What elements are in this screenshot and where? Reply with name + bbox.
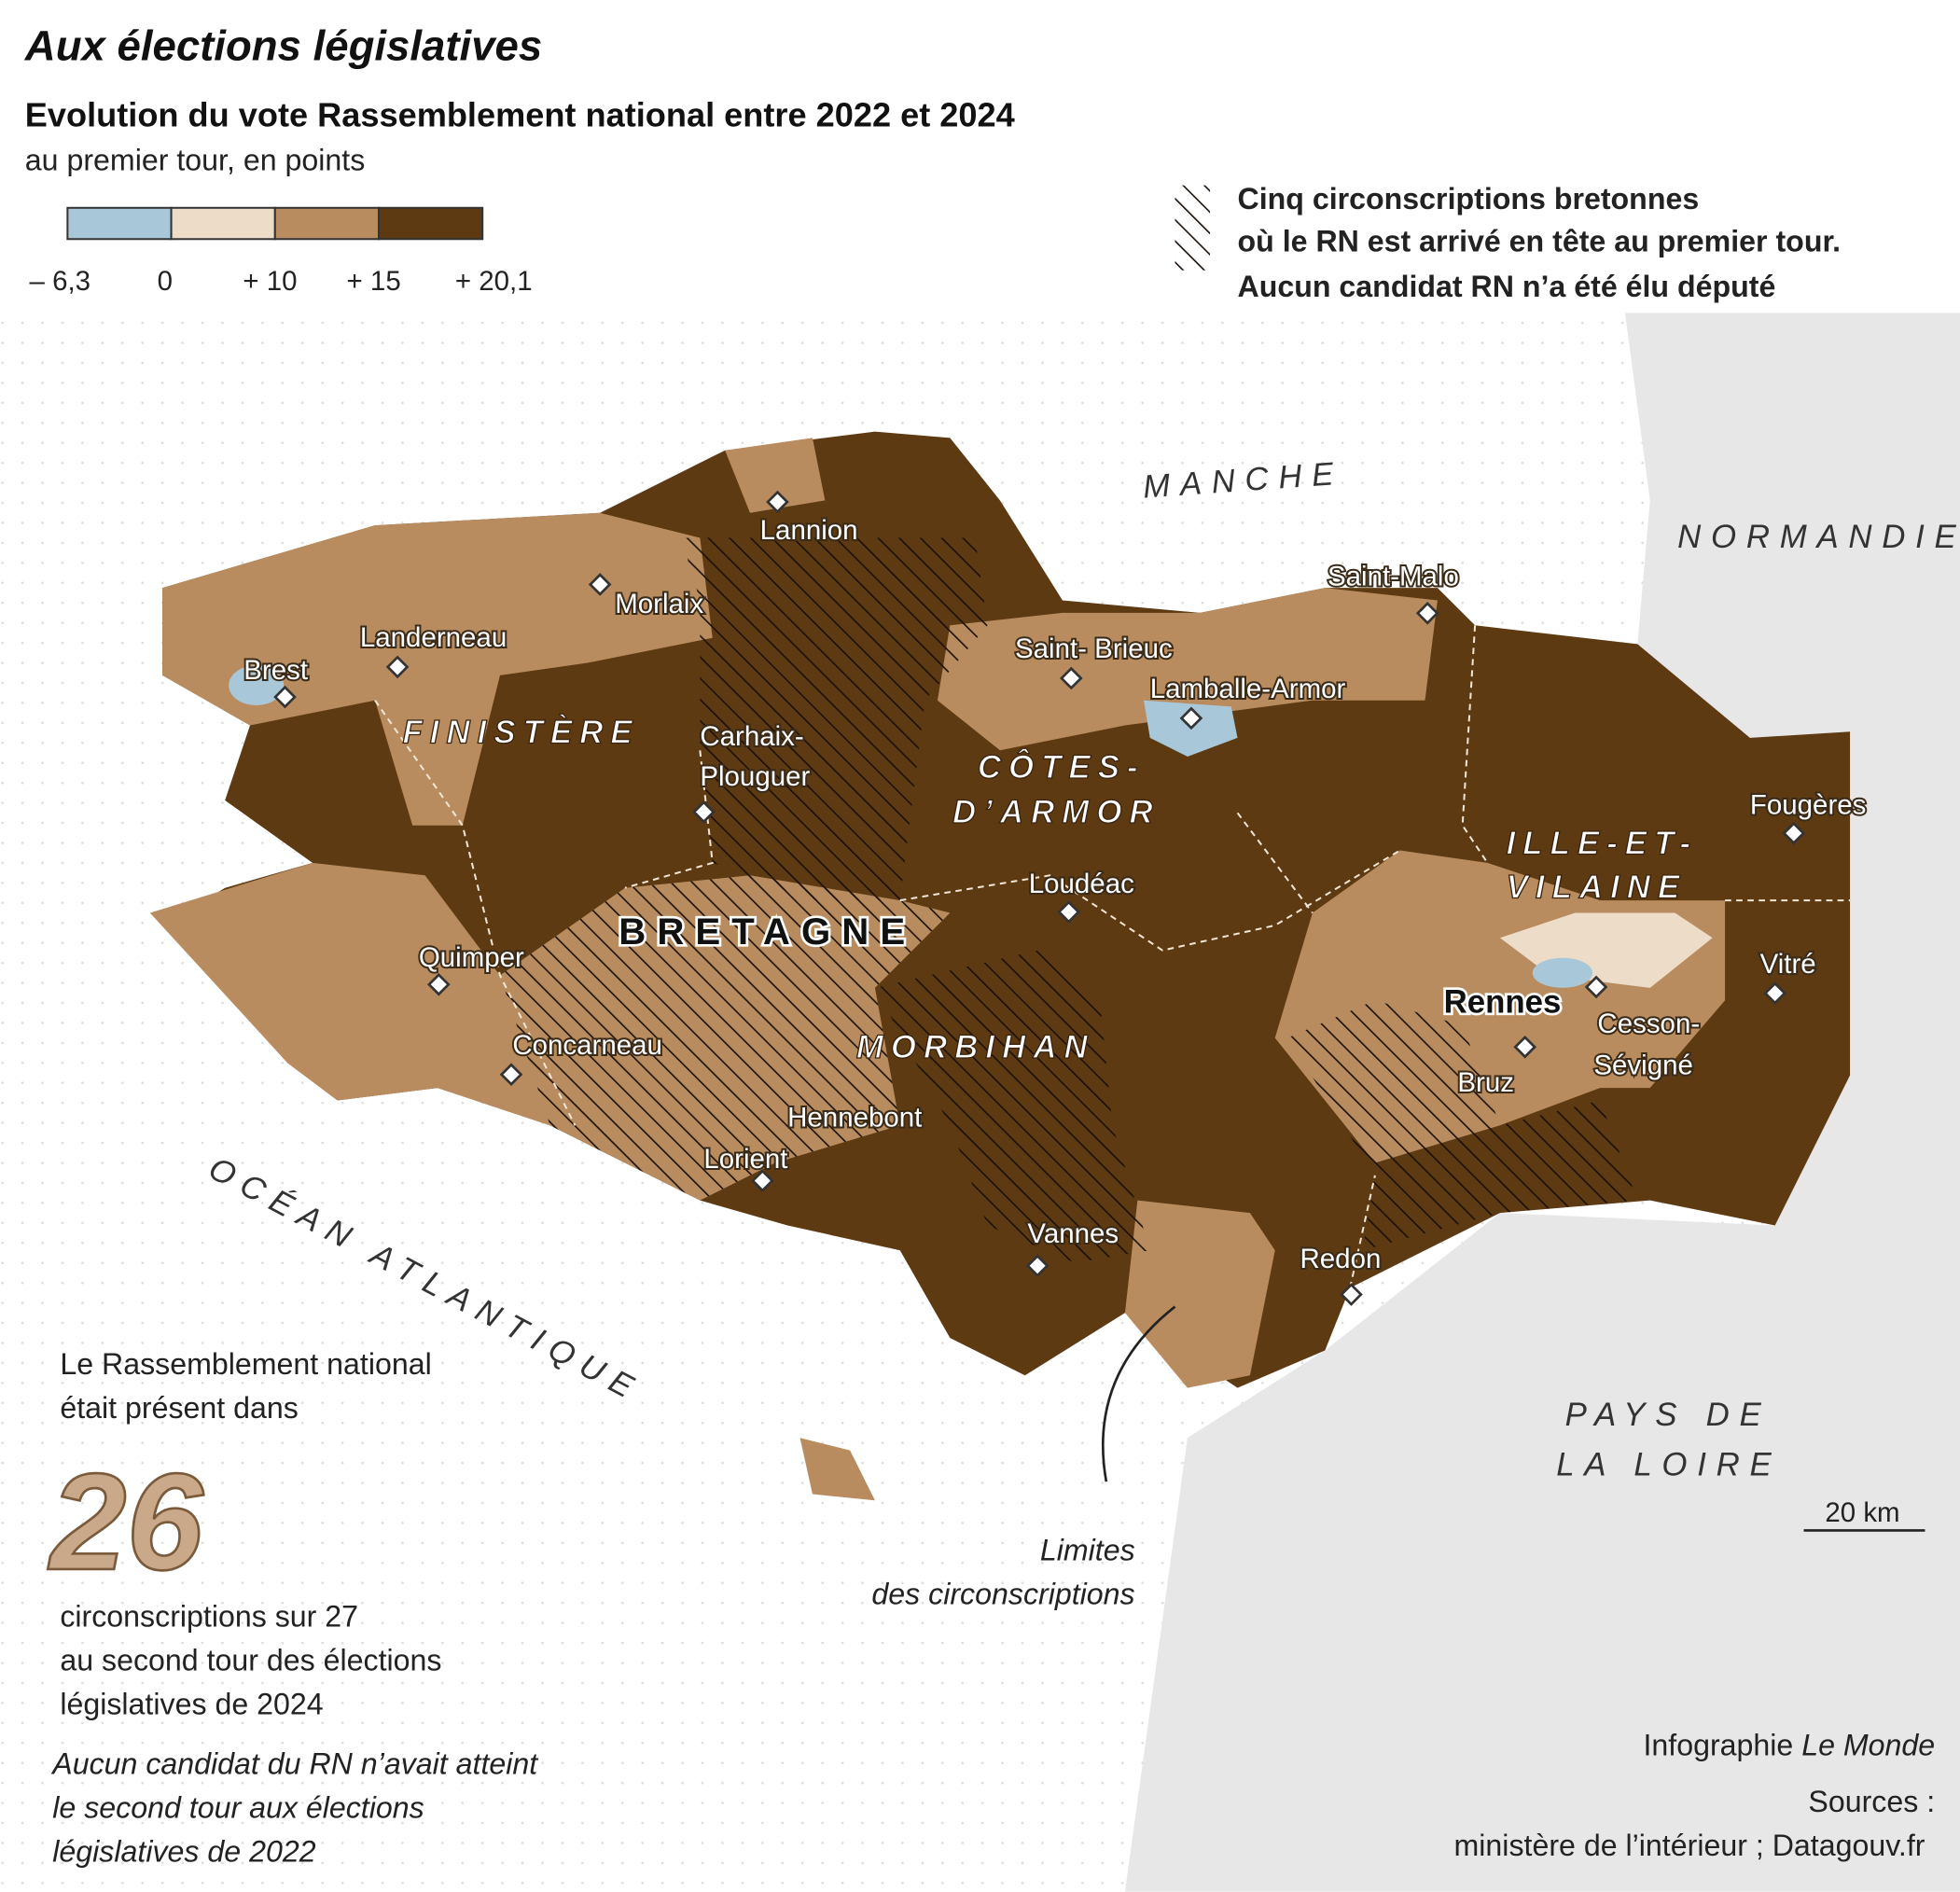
boundary-note: Limites — [1040, 1534, 1135, 1567]
place-label: Landerneau — [360, 622, 507, 653]
place-label: Morlaix — [615, 589, 703, 619]
place-label: Hennebont — [787, 1103, 922, 1134]
neighbor-label: NORMANDIE — [1677, 519, 1960, 555]
place-label: Concarneau — [512, 1030, 662, 1061]
place-label: Plouguer — [700, 761, 810, 792]
credit-text: Infographie — [1643, 1729, 1801, 1762]
legend-swatch — [170, 206, 276, 241]
annotation-text: circonscriptions sur 27 — [60, 1600, 358, 1634]
unit: au premier tour, en points — [25, 144, 365, 177]
place-label: Cesson- — [1597, 1009, 1700, 1039]
place-label: Redon — [1300, 1244, 1382, 1274]
place-label: Carhaix- — [700, 721, 803, 752]
legend-swatch — [273, 206, 381, 241]
place-label: Lamballe-Armor — [1150, 674, 1346, 704]
legend-bar — [66, 206, 484, 241]
place-label: Fougères — [1750, 790, 1867, 821]
department-label: VILAINE — [1507, 869, 1688, 905]
district-boundaries — [374, 625, 1851, 1288]
place-label: Vitré — [1760, 949, 1816, 980]
scale-label: 20 km — [1825, 1497, 1899, 1528]
place-label: Saint- Brieuc — [1015, 633, 1173, 664]
department-label: FINISTÈRE — [402, 714, 639, 750]
hatch-legend: Cinq circonscriptions bretonnes — [1238, 182, 1700, 216]
legend-swatch — [377, 206, 484, 241]
note-arrow — [1102, 1305, 1176, 1482]
neighbor-label: LA LOIRE — [1556, 1446, 1781, 1482]
annotation-note: le second tour aux élections — [52, 1791, 424, 1825]
hatch-legend: où le RN est arrivé en tête au premier t… — [1238, 225, 1842, 258]
sources-label: Sources : — [1808, 1785, 1935, 1818]
legend-label: 0 — [158, 266, 173, 297]
legend-label: + 20,1 — [455, 266, 533, 297]
place-label: Saint-Malo — [1328, 561, 1459, 591]
credit: Infographie Le Monde — [1643, 1729, 1935, 1762]
department-label: D’ARMOR — [952, 794, 1161, 830]
annotation-note: Aucun candidat du RN n’avait atteint — [50, 1747, 539, 1781]
department-label: CÔTES- — [978, 748, 1146, 786]
legend-label: + 10 — [243, 266, 297, 297]
annotation-text: était présent dans — [60, 1391, 299, 1425]
place-label: Brest — [243, 655, 308, 686]
legend-label: – 6,3 — [30, 266, 91, 297]
place-markers — [273, 490, 1806, 1306]
legend-labels: – 6,3 0 + 10 + 15 + 20,1 — [30, 266, 533, 297]
legend-swatch — [66, 206, 173, 241]
place-label: Sévigné — [1593, 1050, 1693, 1080]
place-label: Lorient — [703, 1144, 787, 1175]
annotation-text: Le Rassemblement national — [60, 1347, 431, 1381]
big-number: 26 — [48, 1446, 204, 1599]
place-label: Quimper — [419, 942, 524, 973]
boundary-note: des circonscriptions — [871, 1577, 1134, 1610]
hatch-legend: Aucun candidat RN n’a été élu député — [1238, 270, 1776, 303]
title: Aux élections législatives — [24, 22, 542, 70]
legend-label: + 15 — [347, 266, 401, 297]
neighbor-label: PAYS DE — [1565, 1397, 1772, 1433]
region-label: BRETAGNE — [619, 911, 916, 953]
place-label: Bruz — [1457, 1067, 1514, 1098]
rn-first-districts — [499, 537, 1638, 1263]
place-label: Rennes — [1444, 984, 1562, 1021]
annotation-note: législatives de 2022 — [52, 1834, 315, 1868]
place-label: Lannion — [760, 515, 858, 546]
annotation-text: législatives de 2024 — [60, 1687, 323, 1720]
credit-source: Le Monde — [1801, 1729, 1935, 1762]
department-label: MORBIHAN — [856, 1029, 1095, 1065]
neighbor-land — [1124, 313, 1960, 1892]
hatch-swatch — [1175, 185, 1211, 271]
sources: ministère de l’intérieur ; Datagouv.fr — [1454, 1829, 1925, 1862]
annotation-text: au second tour des élections — [60, 1643, 441, 1676]
place-label: Loudéac — [1029, 869, 1134, 899]
place-label: Vannes — [1027, 1218, 1119, 1249]
subtitle: Evolution du vote Rassemblement national… — [25, 96, 1015, 134]
department-label: ILLE-ET- — [1507, 826, 1699, 862]
